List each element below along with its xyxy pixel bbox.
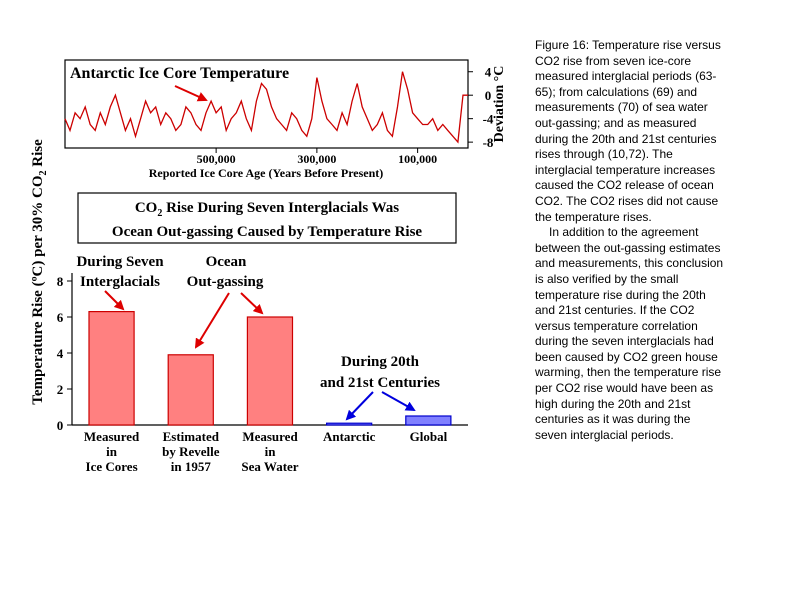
annotation-interglacials-line-1: During Seven	[76, 254, 164, 270]
bar-chart-bars	[88, 311, 452, 426]
bar-category-label: Global	[410, 429, 448, 444]
ice-core-x-axis-label: Reported Ice Core Age (Years Before Pres…	[149, 166, 384, 180]
arrow-interglacials	[104, 290, 125, 311]
ice-core-chart-title: Antarctic Ice Core Temperature	[70, 65, 289, 82]
ice-core-x-tick-label: 300,000	[297, 152, 336, 166]
ice-core-y-axis-ticks: 4 0 -4 -8	[468, 65, 494, 150]
bar-category-label: Estimated	[163, 429, 220, 444]
annotation-centuries-line-2: and 21st Centuries	[320, 375, 440, 391]
bar-category-label: Measured	[242, 429, 298, 444]
bar-category-label: Sea Water	[241, 459, 298, 474]
ice-core-plot-frame	[64, 59, 469, 149]
bar	[167, 354, 214, 426]
bar	[405, 415, 452, 426]
ice-core-y-tick-label: -4	[483, 112, 494, 127]
bar-chart-y-axis-label: Temperature Rise (ºC) per 30% CO2 Rise	[30, 139, 49, 405]
annotation-outgassing-line-2: Out-gassing	[187, 274, 264, 290]
ice-core-temperature-line	[64, 71, 468, 144]
conclusion-box-frame	[77, 192, 457, 244]
bar	[246, 316, 294, 426]
ice-core-y-tick-label: 4	[485, 65, 492, 80]
bar	[88, 311, 135, 426]
ice-core-y-tick-label: -8	[483, 135, 494, 150]
arrow-global	[381, 391, 416, 411]
bar-chart-y-tick-label: 4	[57, 346, 64, 361]
caption-paragraph-1: Figure 16: Temperature rise versus CO2 r…	[535, 38, 721, 224]
annotation-interglacials-line-2: Interglacials	[80, 274, 160, 290]
conclusion-line-2: Ocean Out-gassing Caused by Temperature …	[112, 224, 423, 240]
annotation-outgassing-line-1: Ocean	[206, 254, 247, 270]
bar-category-label: Ice Cores	[86, 459, 138, 474]
bar-chart-y-tick-label: 0	[57, 418, 64, 433]
figure: Antarctic Ice Core Temperature 500,000 30…	[30, 59, 507, 474]
bar-chart-y-tick-label: 2	[57, 382, 64, 397]
conclusion-box: CO2 Rise During Seven Interglacials Was …	[77, 192, 457, 244]
ice-core-x-tick-label: 500,000	[197, 152, 236, 166]
bar-category-label: in 1957	[171, 459, 212, 474]
ice-core-x-axis-ticks: 500,000 300,000 100,000	[197, 148, 437, 166]
conclusion-line-1: CO2 Rise During Seven Interglacials Was	[135, 200, 399, 219]
bar-category-label: by Revelle	[162, 444, 220, 459]
figure-caption: Figure 16: Temperature rise versus CO2 r…	[535, 38, 725, 443]
arrow-outgassing-estimated	[194, 292, 230, 349]
bar-category-label: Measured	[84, 429, 140, 444]
caption-paragraph-2: In addition to the agreement between the…	[535, 225, 724, 442]
bar-category-label: in	[106, 444, 118, 459]
ice-core-x-tick-label: 100,000	[398, 152, 437, 166]
bar-chart-y-tick-label: 8	[57, 274, 64, 289]
ice-core-temperature-panel: Antarctic Ice Core Temperature 500,000 30…	[64, 59, 507, 180]
ice-core-title-arrow	[174, 85, 208, 102]
arrow-antarctic	[345, 391, 374, 421]
bar-category-label: in	[265, 444, 277, 459]
bar-chart-y-axis-ticks: 0 2 4 6 8	[57, 274, 72, 433]
arrow-outgassing-measured	[240, 292, 264, 315]
figure-svg: Antarctic Ice Core Temperature 500,000 30…	[30, 59, 507, 474]
bar-category-label: Antarctic	[323, 429, 376, 444]
annotation-centuries-line-1: During 20th	[341, 354, 420, 370]
bar-chart-y-tick-label: 6	[57, 310, 64, 325]
bar	[326, 422, 373, 426]
ice-core-y-tick-label: 0	[485, 88, 492, 103]
ice-core-y-axis-label: Deviation °C	[492, 66, 507, 143]
